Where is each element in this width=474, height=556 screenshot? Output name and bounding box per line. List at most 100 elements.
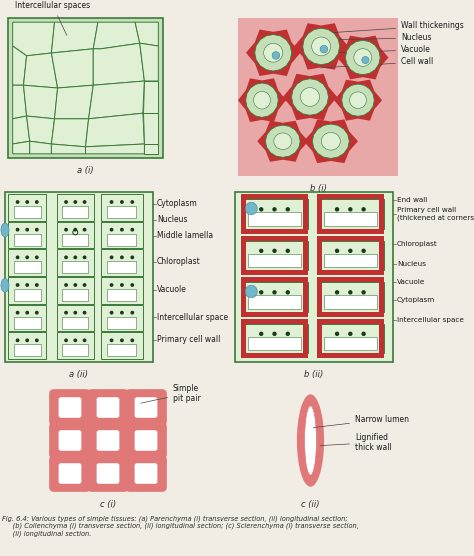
Text: Cytoplasm: Cytoplasm (397, 297, 435, 303)
Circle shape (131, 229, 134, 231)
Text: Intercellular spaces: Intercellular spaces (16, 2, 91, 36)
Text: Chloroplast: Chloroplast (157, 257, 201, 266)
Circle shape (273, 249, 276, 252)
Bar (101, 194, 143, 221)
Bar (101, 305, 143, 331)
Bar (57, 305, 94, 331)
Bar (241, 199, 308, 229)
Circle shape (74, 201, 76, 203)
Text: Nucleus: Nucleus (324, 33, 431, 42)
Polygon shape (93, 22, 140, 49)
Circle shape (65, 311, 67, 314)
Circle shape (83, 284, 86, 286)
Bar (8, 18, 163, 158)
Ellipse shape (272, 52, 280, 59)
Circle shape (83, 311, 86, 314)
Bar (57, 194, 94, 221)
FancyBboxPatch shape (59, 397, 82, 418)
Polygon shape (51, 119, 89, 147)
Bar (241, 319, 308, 324)
Text: a (i): a (i) (77, 166, 94, 175)
Polygon shape (257, 121, 309, 162)
Bar (303, 324, 308, 353)
Circle shape (110, 284, 113, 286)
Polygon shape (143, 113, 158, 144)
FancyBboxPatch shape (125, 455, 167, 492)
Polygon shape (93, 43, 145, 85)
Circle shape (131, 339, 134, 341)
Polygon shape (135, 22, 158, 46)
Circle shape (74, 311, 76, 314)
Bar (317, 324, 322, 353)
Polygon shape (337, 36, 388, 80)
FancyBboxPatch shape (87, 422, 129, 459)
Circle shape (336, 332, 338, 335)
Polygon shape (145, 144, 158, 154)
Polygon shape (143, 81, 158, 113)
Bar (63, 344, 88, 356)
Polygon shape (140, 43, 158, 81)
Bar (101, 222, 143, 249)
Text: c (i): c (i) (100, 500, 116, 509)
FancyBboxPatch shape (59, 463, 82, 484)
Bar (235, 192, 393, 362)
Bar (324, 254, 376, 267)
Circle shape (17, 201, 19, 203)
Circle shape (17, 229, 19, 231)
Circle shape (65, 201, 67, 203)
Circle shape (260, 332, 263, 335)
Bar (108, 261, 137, 274)
Polygon shape (85, 113, 145, 147)
Circle shape (36, 256, 38, 259)
Polygon shape (89, 81, 145, 119)
Circle shape (83, 201, 86, 203)
Circle shape (349, 249, 352, 252)
Text: Narrow lumen: Narrow lumen (313, 415, 409, 428)
Polygon shape (255, 34, 292, 71)
Circle shape (336, 249, 338, 252)
Bar (241, 236, 308, 241)
Text: Primary cell wall
(thickened at corners): Primary cell wall (thickened at corners) (397, 207, 474, 221)
Circle shape (349, 208, 352, 211)
Ellipse shape (246, 202, 257, 215)
FancyBboxPatch shape (125, 422, 167, 459)
Bar (241, 282, 308, 311)
Circle shape (83, 339, 86, 341)
FancyBboxPatch shape (135, 463, 157, 484)
Bar (248, 212, 301, 226)
Circle shape (26, 229, 28, 231)
FancyBboxPatch shape (49, 389, 91, 426)
Bar (8, 305, 46, 331)
Text: Cell wall: Cell wall (321, 57, 433, 68)
Text: Nucleus: Nucleus (157, 216, 188, 225)
Circle shape (36, 311, 38, 314)
Text: Lignified
thick wall: Lignified thick wall (320, 433, 392, 452)
Circle shape (65, 339, 67, 341)
Circle shape (121, 256, 123, 259)
Ellipse shape (320, 46, 328, 53)
Polygon shape (51, 49, 93, 88)
Circle shape (83, 256, 86, 259)
Bar (241, 324, 308, 353)
Circle shape (121, 229, 123, 231)
Bar (241, 311, 308, 316)
Circle shape (362, 208, 365, 211)
Text: Vacuole: Vacuole (157, 285, 187, 295)
Bar (324, 295, 376, 309)
Ellipse shape (312, 37, 331, 56)
Bar (317, 241, 322, 270)
Bar (379, 199, 383, 229)
Circle shape (17, 256, 19, 259)
Bar (317, 353, 383, 358)
Ellipse shape (1, 279, 9, 292)
Bar (63, 261, 88, 274)
Circle shape (121, 201, 123, 203)
Text: Wall thickenings: Wall thickenings (329, 22, 464, 33)
Polygon shape (303, 28, 340, 64)
Circle shape (65, 284, 67, 286)
Text: c (ii): c (ii) (301, 500, 320, 509)
Bar (108, 289, 137, 301)
Bar (63, 289, 88, 301)
Text: Fig. 6.4: Various types of simple tissues: (a) Parenchyma (i) transverse section: Fig. 6.4: Various types of simple tissue… (2, 515, 359, 537)
Circle shape (110, 256, 113, 259)
